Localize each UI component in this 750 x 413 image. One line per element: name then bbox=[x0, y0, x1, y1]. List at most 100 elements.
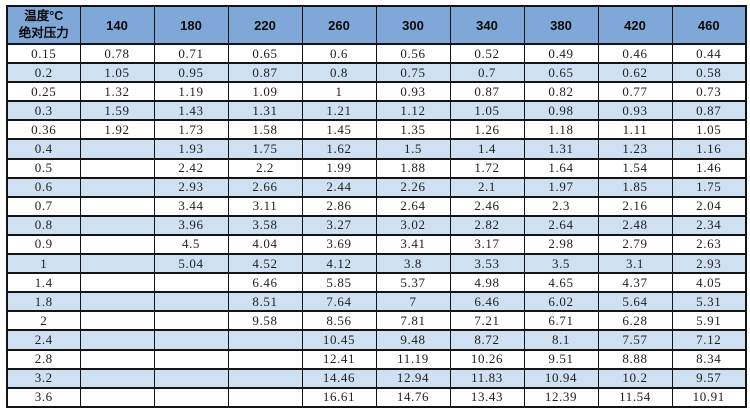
pressure-row-label: 0.2 bbox=[6, 62, 81, 84]
value-cell: 1.12 bbox=[375, 100, 451, 122]
value-cell: 8.1 bbox=[523, 329, 599, 351]
temperature-column-header: 340 bbox=[449, 5, 525, 45]
value-cell: 1.16 bbox=[671, 138, 747, 160]
pressure-row-label: 0.9 bbox=[6, 233, 81, 256]
pressure-row-label: 0.7 bbox=[6, 195, 81, 217]
value-cell: 1.26 bbox=[449, 119, 525, 141]
value-cell: 8.72 bbox=[449, 329, 525, 351]
temperature-column-header: 140 bbox=[79, 5, 155, 45]
value-cell: 0.87 bbox=[449, 81, 525, 103]
value-cell: 7.12 bbox=[671, 329, 747, 351]
table-row: 0.15 0.78 0.71 0.65 0.6 0.56 0.52 0.49 0.46 0.44 bbox=[6, 42, 747, 65]
value-cell: 3.41 bbox=[375, 233, 451, 256]
pressure-row-label: 3.6 bbox=[6, 386, 81, 409]
value-cell: 6.28 bbox=[597, 310, 673, 332]
value-cell: 5.37 bbox=[375, 272, 451, 294]
table-row: 3.2 14.46 12.94 11.83 10.94 10.2 9.57 bbox=[6, 367, 747, 389]
value-cell: 0.7 bbox=[449, 62, 525, 84]
value-cell bbox=[79, 214, 155, 236]
value-cell: 9.51 bbox=[523, 348, 599, 370]
pressure-row-label: 0.36 bbox=[6, 119, 81, 141]
value-cell: 3.17 bbox=[449, 233, 525, 256]
pressure-row-label: 0.8 bbox=[6, 214, 81, 236]
value-cell: 1.35 bbox=[375, 119, 451, 141]
value-cell: 0.78 bbox=[79, 42, 155, 65]
value-cell bbox=[79, 157, 155, 179]
value-cell: 12.41 bbox=[301, 348, 377, 370]
value-cell bbox=[79, 176, 155, 198]
value-cell: 1.73 bbox=[153, 119, 229, 141]
value-cell: 1.05 bbox=[449, 100, 525, 122]
value-cell bbox=[79, 348, 155, 370]
value-cell: 3.69 bbox=[301, 233, 377, 256]
temperature-column-header: 300 bbox=[375, 5, 451, 45]
value-cell: 1.93 bbox=[153, 138, 229, 160]
value-cell: 2.46 bbox=[449, 195, 525, 217]
value-cell: 3.02 bbox=[375, 214, 451, 236]
value-cell: 3.8 bbox=[375, 253, 451, 275]
value-cell: 11.19 bbox=[375, 348, 451, 370]
value-cell: 8.34 bbox=[671, 348, 747, 370]
value-cell: 2.2 bbox=[227, 157, 303, 179]
value-cell: 13.43 bbox=[449, 386, 525, 409]
pressure-row-label: 0.5 bbox=[6, 157, 81, 179]
temperature-column-header: 260 bbox=[301, 5, 377, 45]
temperature-column-header: 220 bbox=[227, 5, 303, 45]
value-cell: 2.79 bbox=[597, 233, 673, 256]
table-row: 2.8 12.41 11.19 10.26 9.51 8.88 8.34 bbox=[6, 348, 747, 370]
value-cell: 1.75 bbox=[227, 138, 303, 160]
value-cell: 11.54 bbox=[597, 386, 673, 409]
value-cell: 1.5 bbox=[375, 138, 451, 160]
value-cell: 1.99 bbox=[301, 157, 377, 179]
table-row: 0.8 3.96 3.58 3.27 3.02 2.82 2.64 2.48 2.34 bbox=[6, 214, 747, 236]
value-cell bbox=[227, 348, 303, 370]
value-cell: 2.42 bbox=[153, 157, 229, 179]
value-cell: 1.59 bbox=[79, 100, 155, 122]
value-cell: 5.04 bbox=[153, 253, 229, 275]
temperature-column-header: 180 bbox=[153, 5, 229, 45]
value-cell: 0.95 bbox=[153, 62, 229, 84]
value-cell: 4.12 bbox=[301, 253, 377, 275]
value-cell: 0.93 bbox=[375, 81, 451, 103]
value-cell: 9.58 bbox=[227, 310, 303, 332]
value-cell: 0.75 bbox=[375, 62, 451, 84]
pressure-row-label: 0.6 bbox=[6, 176, 81, 198]
value-cell: 6.46 bbox=[227, 272, 303, 294]
value-cell: 7.57 bbox=[597, 329, 673, 351]
value-cell bbox=[79, 310, 155, 332]
pressure-row-label: 1.8 bbox=[6, 291, 81, 313]
value-cell bbox=[153, 348, 229, 370]
value-cell bbox=[227, 386, 303, 409]
value-cell: 1.85 bbox=[597, 176, 673, 198]
table-row: 1.4 6.46 5.85 5.37 4.98 4.65 4.37 4.05 bbox=[6, 272, 747, 294]
value-cell: 3.96 bbox=[153, 214, 229, 236]
value-cell: 0.49 bbox=[523, 42, 599, 65]
value-cell: 5.85 bbox=[301, 272, 377, 294]
value-cell: 4.65 bbox=[523, 272, 599, 294]
value-cell: 2.82 bbox=[449, 214, 525, 236]
value-cell: 4.52 bbox=[227, 253, 303, 275]
value-cell: 2.44 bbox=[301, 176, 377, 198]
value-cell: 6.02 bbox=[523, 291, 599, 313]
table-row: 2.4 10.45 9.48 8.72 8.1 7.57 7.12 bbox=[6, 329, 747, 351]
value-cell: 2.1 bbox=[449, 176, 525, 198]
table-row: 3.6 16.61 14.76 13.43 12.39 11.54 10.91 bbox=[6, 386, 747, 409]
value-cell: 4.37 bbox=[597, 272, 673, 294]
table-row: 0.7 3.44 3.11 2.86 2.64 2.46 2.3 2.16 2.04 bbox=[6, 195, 747, 217]
value-cell: 0.8 bbox=[301, 62, 377, 84]
value-cell: 1.43 bbox=[153, 100, 229, 122]
pressure-row-label: 1 bbox=[6, 253, 81, 275]
value-cell: 1.23 bbox=[597, 138, 673, 160]
value-cell bbox=[79, 367, 155, 389]
value-cell: 2.04 bbox=[671, 195, 747, 217]
value-cell: 1.11 bbox=[597, 119, 673, 141]
value-cell: 8.51 bbox=[227, 291, 303, 313]
value-cell: 2.98 bbox=[523, 233, 599, 256]
temperature-column-header: 380 bbox=[523, 5, 599, 45]
value-cell: 5.91 bbox=[671, 310, 747, 332]
value-cell: 1.32 bbox=[79, 81, 155, 103]
value-cell bbox=[79, 329, 155, 351]
value-cell: 1.54 bbox=[597, 157, 673, 179]
value-cell: 1.46 bbox=[671, 157, 747, 179]
